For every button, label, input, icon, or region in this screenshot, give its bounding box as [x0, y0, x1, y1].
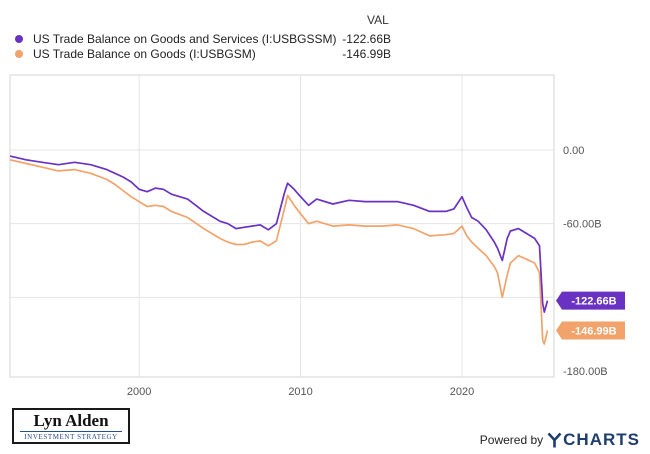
legend-item-goods[interactable]: US Trade Balance on Goods (I:USBGSM) -14…	[11, 46, 391, 62]
y-tick-label: 0.00	[563, 145, 584, 157]
legend-item-goods-and-services[interactable]: US Trade Balance on Goods and Services (…	[11, 31, 391, 47]
ycharts-brand-text: CHARTS	[563, 430, 640, 449]
y-tick-label: -180.00B	[563, 366, 608, 378]
series-end-label: -146.99B	[556, 321, 625, 340]
x-tick-label: 2000	[127, 386, 151, 398]
end-labels: -122.66B -146.99B	[556, 291, 625, 340]
end-label-text: -122.66B	[571, 296, 616, 308]
series-end-label: -122.66B	[556, 291, 625, 310]
chart-frame	[9, 74, 555, 378]
x-tick-label: 2020	[450, 386, 474, 398]
ycharts-y-icon	[547, 432, 562, 448]
end-label-text: -146.99B	[571, 325, 616, 337]
series-lines	[9, 155, 549, 345]
legend-item-label: US Trade Balance on Goods (I:USBGSM)	[33, 47, 256, 61]
powered-by-label: Powered by	[479, 433, 544, 447]
legend-item-value: -146.99B	[342, 47, 391, 61]
legend-dot-icon	[15, 50, 23, 58]
series-line	[9, 155, 549, 313]
lyn-alden-logo: Lyn Alden INVESTMENT STRATEGY	[12, 408, 130, 444]
powered-by-ycharts[interactable]: Powered by CHARTS	[480, 430, 640, 450]
series-line	[9, 158, 549, 345]
legend-item-value: -122.66B	[342, 32, 391, 46]
legend-dot-icon	[15, 35, 23, 43]
y-tick-label: -60.00B	[563, 219, 602, 231]
end-label-badge	[556, 321, 625, 340]
legend-item-label: US Trade Balance on Goods and Services (…	[33, 32, 337, 46]
logo-subtitle: INVESTMENT STRATEGY	[20, 431, 122, 442]
legend-value-header: VAL	[367, 13, 389, 27]
end-label-badge	[556, 291, 625, 310]
x-tick-label: 2010	[288, 386, 312, 398]
logo-name: Lyn Alden	[33, 411, 109, 430]
